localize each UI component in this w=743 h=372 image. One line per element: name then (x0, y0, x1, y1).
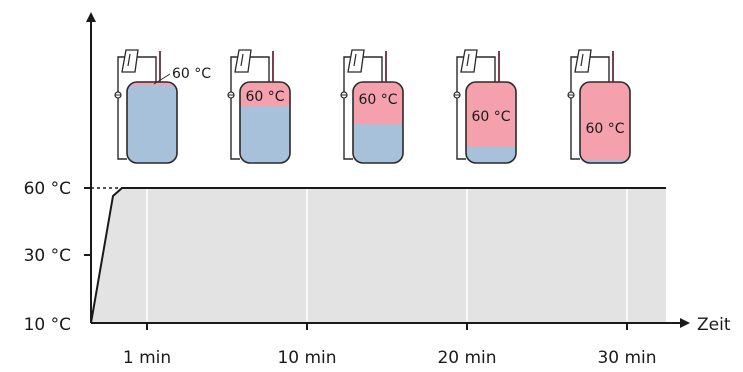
tank-outline (239, 81, 291, 164)
tank-temperature-label: 60 °C (172, 66, 211, 82)
x-tick-label-20min: 20 min (437, 348, 496, 368)
heater-unit (347, 49, 365, 73)
storage-tanks: 60 °C 60 °C 60 °C 60 °C 60 °C (114, 49, 631, 164)
tank-outline (126, 81, 178, 164)
heater-unit (121, 49, 139, 73)
tank-cold-pipe (230, 56, 270, 160)
tank-cold-pipe (456, 56, 496, 160)
heater-detail (353, 53, 357, 67)
tank-hot-water (127, 82, 177, 86)
y-tick-label-10: 10 °C (24, 315, 71, 335)
y-tick-label-60: 60 °C (24, 179, 71, 199)
tank-1: 60 °C (114, 49, 211, 164)
tank-hot-water (353, 82, 403, 125)
heater-unit (574, 49, 592, 73)
x-tick-label-30min: 30 min (597, 348, 656, 368)
tank-temperature-label: 60 °C (585, 121, 624, 137)
tank-temperature-label: 60 °C (358, 92, 397, 108)
area-under-curve (91, 188, 666, 323)
tank-4: 60 °C (453, 49, 517, 164)
tank-hot-water (466, 82, 516, 147)
x-tick-label-10min: 10 min (277, 348, 336, 368)
tank-5: 60 °C (567, 49, 631, 164)
tank-temperature-label: 60 °C (471, 109, 510, 125)
tank-outline (465, 81, 517, 164)
heater-detail (240, 53, 244, 67)
x-tick-label-1min: 1 min (123, 348, 171, 368)
tank-cold-pipe (117, 56, 157, 160)
heater-detail (580, 53, 584, 67)
tank-temperature-label: 60 °C (245, 89, 284, 105)
tank-hot-water (240, 82, 290, 107)
grid-lines (146, 188, 628, 323)
tank-outline (579, 81, 631, 164)
tank-cold-pipe (343, 56, 383, 160)
tank-3: 60 °C (340, 49, 404, 164)
heater-unit (234, 49, 252, 73)
label-leader (153, 73, 171, 85)
heater-detail (127, 53, 131, 67)
x-axis-title: Zeit (697, 315, 731, 335)
tank-cold-water (127, 82, 177, 163)
tank-hot-water (580, 82, 630, 160)
heater-detail (466, 53, 470, 67)
tank-2: 60 °C (227, 49, 291, 164)
heater-unit (460, 49, 478, 73)
y-tick-label-30: 30 °C (24, 246, 71, 266)
temperature-curve (90, 187, 666, 324)
tank-cold-pipe (570, 56, 610, 160)
tank-outline (352, 81, 404, 164)
